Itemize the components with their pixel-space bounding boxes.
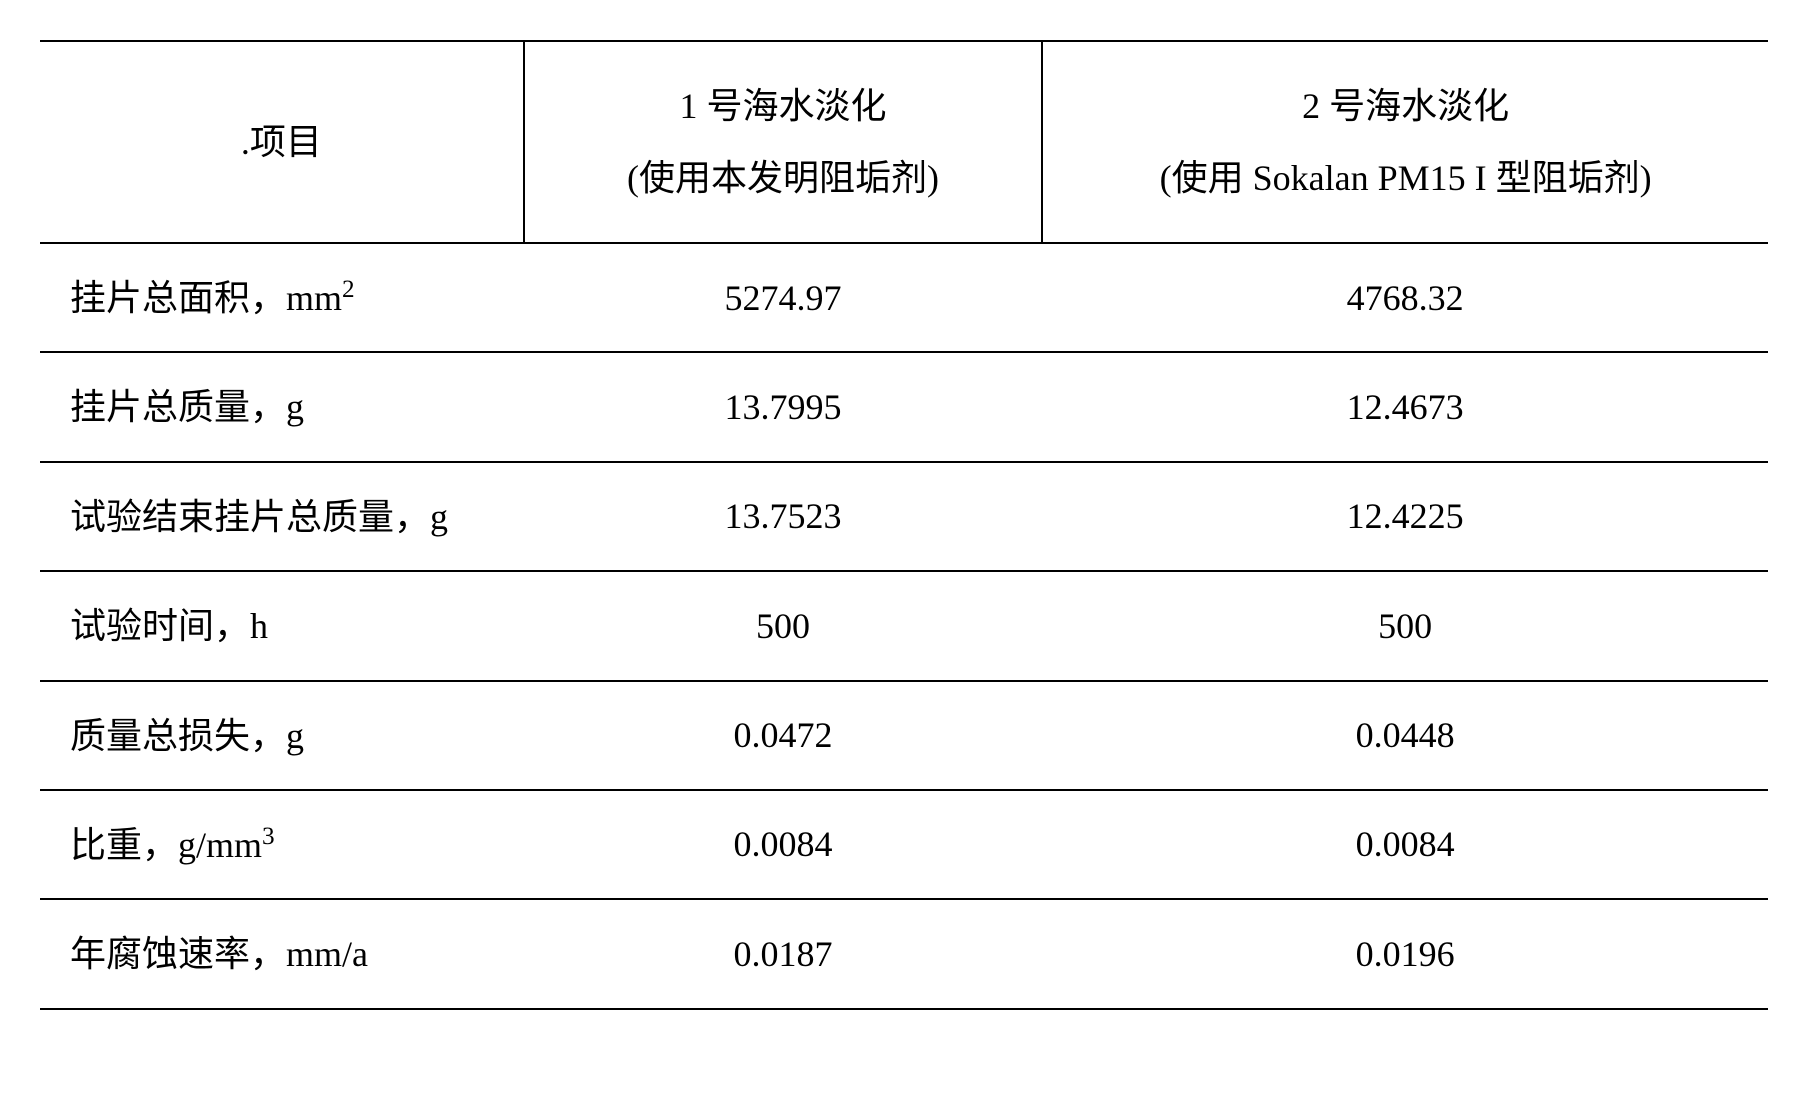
row-label-sup: 2 — [342, 276, 355, 303]
header-col-sample1: 1 号海水淡化 (使用本发明阻垢剂) — [524, 41, 1042, 243]
row-label-cell: 比重，g/mm3 — [40, 790, 524, 899]
row-value-1: 500 — [524, 571, 1042, 680]
row-value-2: 4768.32 — [1042, 243, 1768, 352]
row-value-2: 0.0084 — [1042, 790, 1768, 899]
row-label-cell: 挂片总质量，g — [40, 352, 524, 461]
row-value-1: 13.7523 — [524, 462, 1042, 571]
row-label: 年腐蚀速率，mm/a — [70, 934, 368, 974]
table-row: 比重，g/mm3 0.0084 0.0084 — [40, 790, 1768, 899]
table-body: 挂片总面积，mm2 5274.97 4768.32 挂片总质量，g 13.799… — [40, 243, 1768, 1009]
row-value-1: 0.0472 — [524, 681, 1042, 790]
row-label: 质量总损失，g — [70, 716, 304, 756]
row-value-1: 5274.97 — [524, 243, 1042, 352]
header-line: (使用本发明阻垢剂) — [545, 142, 1021, 214]
row-label-cell: 年腐蚀速率，mm/a — [40, 899, 524, 1008]
comparison-table-wrapper: .项目 1 号海水淡化 (使用本发明阻垢剂) 2 号海水淡化 (使用 Sokal… — [40, 40, 1768, 1010]
row-value-1: 0.0084 — [524, 790, 1042, 899]
row-label: 试验结束挂片总质量，g — [70, 497, 448, 537]
header-line: 1 号海水淡化 — [545, 70, 1021, 142]
row-label-cell: 试验结束挂片总质量，g — [40, 462, 524, 571]
header-col-project: .项目 — [40, 41, 524, 243]
row-value-2: 12.4673 — [1042, 352, 1768, 461]
table-row: 年腐蚀速率，mm/a 0.0187 0.0196 — [40, 899, 1768, 1008]
table-row: 质量总损失，g 0.0472 0.0448 — [40, 681, 1768, 790]
table-row: 挂片总质量，g 13.7995 12.4673 — [40, 352, 1768, 461]
row-value-2: 12.4225 — [1042, 462, 1768, 571]
header-line: 2 号海水淡化 — [1063, 70, 1748, 142]
header-line: (使用 Sokalan PM15 I 型阻垢剂) — [1063, 142, 1748, 214]
row-value-2: 0.0448 — [1042, 681, 1768, 790]
table-header-row: .项目 1 号海水淡化 (使用本发明阻垢剂) 2 号海水淡化 (使用 Sokal… — [40, 41, 1768, 243]
table-row: 试验时间，h 500 500 — [40, 571, 1768, 680]
comparison-table: .项目 1 号海水淡化 (使用本发明阻垢剂) 2 号海水淡化 (使用 Sokal… — [40, 40, 1768, 1010]
row-label: 试验时间，h — [70, 606, 268, 646]
table-row: 试验结束挂片总质量，g 13.7523 12.4225 — [40, 462, 1768, 571]
row-value-2: 500 — [1042, 571, 1768, 680]
row-label: 挂片总面积，mm — [70, 278, 342, 318]
header-col-sample2: 2 号海水淡化 (使用 Sokalan PM15 I 型阻垢剂) — [1042, 41, 1768, 243]
row-label-cell: 试验时间，h — [40, 571, 524, 680]
row-label: 挂片总质量，g — [70, 387, 304, 427]
table-row: 挂片总面积，mm2 5274.97 4768.32 — [40, 243, 1768, 352]
row-label: 比重，g/mm — [70, 825, 262, 865]
row-value-1: 13.7995 — [524, 352, 1042, 461]
row-label-cell: 挂片总面积，mm2 — [40, 243, 524, 352]
row-label-cell: 质量总损失，g — [40, 681, 524, 790]
header-label: .项目 — [241, 122, 322, 162]
row-value-1: 0.0187 — [524, 899, 1042, 1008]
row-label-sup: 3 — [262, 823, 275, 850]
row-value-2: 0.0196 — [1042, 899, 1768, 1008]
